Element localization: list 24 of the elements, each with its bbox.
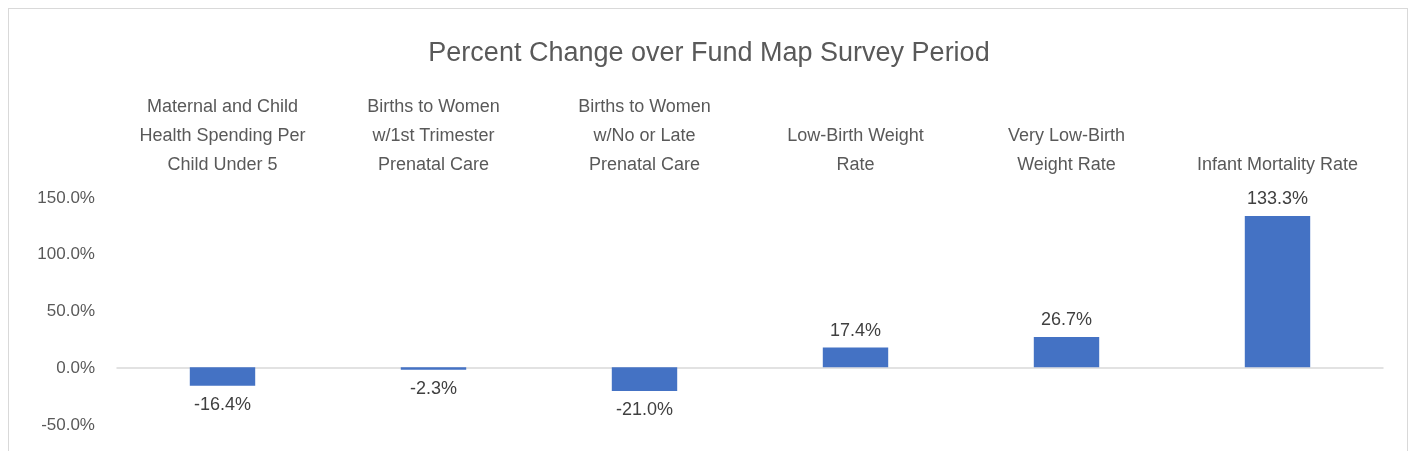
- y-tick-label: 0.0%: [56, 357, 95, 377]
- bar: [400, 367, 467, 370]
- bar: [822, 347, 889, 368]
- x-tick-label: Births to Women w/1st Trimester Prenatal Care: [367, 95, 500, 174]
- x-tick-label: Maternal and Child Health Spending Per Child Under 5: [139, 95, 306, 174]
- data-label: -16.4%: [193, 393, 252, 414]
- chart-title: Percent Change over Fund Map Survey Period: [428, 36, 990, 67]
- x-tick-label: Births to Women w/No or Late Prenatal Care: [578, 95, 711, 174]
- y-tick-label: 150.0%: [37, 187, 95, 207]
- bar: [611, 367, 678, 392]
- y-tick-label: -50.0%: [41, 414, 95, 434]
- data-label: 26.7%: [1040, 308, 1093, 329]
- data-label: 133.3%: [1246, 187, 1309, 208]
- y-tick-label: 100.0%: [37, 244, 95, 264]
- bar: [1244, 215, 1311, 368]
- bar: [1033, 336, 1100, 368]
- data-label: -2.3%: [409, 377, 458, 398]
- y-tick-label: 50.0%: [46, 301, 95, 320]
- data-label: -21.0%: [615, 399, 674, 420]
- data-label: 17.4%: [829, 319, 882, 340]
- x-tick-label: Low-Birth Weight Rate: [787, 124, 924, 174]
- bar: [189, 367, 256, 386]
- x-tick-label: Infant Mortality Rate: [1196, 153, 1359, 174]
- x-tick-label: Very Low-Birth Weight Rate: [1007, 124, 1126, 174]
